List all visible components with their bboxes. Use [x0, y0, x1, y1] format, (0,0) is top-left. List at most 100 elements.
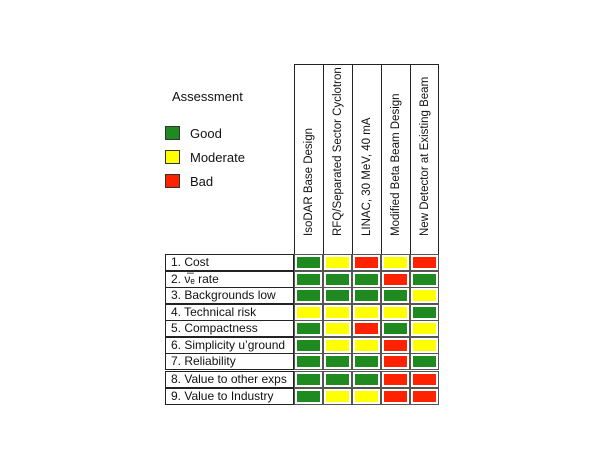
rating-fill [413, 391, 436, 402]
rating-fill [384, 257, 407, 268]
rating-fill [384, 274, 407, 285]
column-header-label: New Detector at Existing Beam [418, 76, 431, 236]
rating-fill [326, 257, 349, 268]
column-header: LINAC, 30 MeV, 40 mA [352, 64, 381, 254]
rating-cell-good [294, 353, 323, 370]
rating-fill [355, 340, 378, 351]
rating-cell-moderate [323, 388, 352, 405]
rating-cell-moderate [381, 304, 410, 321]
criterion-label: 6. Simplicity u’ground [165, 337, 294, 354]
rating-fill [413, 290, 436, 301]
rating-cell-good [294, 388, 323, 405]
rating-fill [297, 391, 320, 402]
rating-cell-moderate [323, 320, 352, 337]
rating-cell-good [352, 287, 381, 304]
rating-fill [384, 340, 407, 351]
criterion-label: 3. Backgrounds low [165, 287, 294, 304]
rating-cell-good [294, 254, 323, 271]
rating-fill [413, 340, 436, 351]
rating-fill [355, 307, 378, 318]
rating-fill [413, 307, 436, 318]
rating-fill [413, 356, 436, 367]
rating-fill [384, 391, 407, 402]
rating-cell-bad [381, 371, 410, 388]
rating-fill [355, 374, 378, 385]
rating-fill [326, 323, 349, 334]
rating-fill [355, 257, 378, 268]
rating-cell-moderate [381, 254, 410, 271]
legend-item-bad: Bad [165, 173, 213, 189]
rating-cell-moderate [323, 254, 352, 271]
criterion-label: 4. Technical risk [165, 304, 294, 321]
rating-cell-good [323, 353, 352, 370]
rating-cell-moderate [410, 337, 439, 354]
legend-label-bad: Bad [190, 173, 214, 189]
rating-cell-bad [410, 371, 439, 388]
rating-fill [297, 257, 320, 268]
column-headers: IsoDAR Base Design RFQ/Separated Sector C… [294, 64, 439, 254]
rating-fill [355, 274, 378, 285]
rating-fill [297, 307, 320, 318]
rating-cell-good [294, 337, 323, 354]
criterion-label: 5. Compactness [165, 320, 294, 337]
rating-fill [326, 340, 349, 351]
rating-cell-moderate [323, 337, 352, 354]
rating-fill [297, 323, 320, 334]
rating-cell-good [352, 371, 381, 388]
rating-cell-bad [381, 337, 410, 354]
rating-fill [413, 374, 436, 385]
rating-cell-bad [352, 320, 381, 337]
rating-cell-good [323, 271, 352, 288]
rating-cell-bad [410, 254, 439, 271]
rating-cell-bad [352, 254, 381, 271]
criterion-label: 7. Reliability [165, 353, 294, 370]
legend-item-moderate: Moderate [165, 149, 245, 165]
rating-fill [413, 274, 436, 285]
column-header-label: Modified Beta Beam Design [390, 93, 402, 236]
rating-fill [297, 290, 320, 301]
rating-cell-good [323, 287, 352, 304]
rating-cell-moderate [294, 304, 323, 321]
rating-cell-good [294, 371, 323, 388]
rating-fill [384, 307, 407, 318]
rating-fill [355, 323, 378, 334]
column-header-label: LINAC, 30 MeV, 40 mA [361, 117, 373, 236]
rating-fill [297, 340, 320, 351]
rating-cell-good [381, 320, 410, 337]
rating-cell-bad [381, 388, 410, 405]
rating-cell-good [294, 320, 323, 337]
rating-fill [384, 356, 407, 367]
rating-fill [384, 323, 407, 334]
rating-cell-bad [410, 388, 439, 405]
rating-fill [297, 356, 320, 367]
rating-cell-bad [381, 353, 410, 370]
rating-cell-moderate [352, 304, 381, 321]
column-header-label: RFQ/Separated Sector Cyclotron [332, 67, 344, 236]
rating-fill [297, 374, 320, 385]
rating-fill [326, 290, 349, 301]
rating-fill [384, 290, 407, 301]
rating-cell-moderate [352, 337, 381, 354]
legend-item-good: Good [165, 125, 222, 141]
rating-cell-moderate [323, 304, 352, 321]
rating-fill [384, 374, 407, 385]
rating-fill [355, 391, 378, 402]
column-header: Modified Beta Beam Design [381, 64, 410, 254]
rating-cell-good [410, 271, 439, 288]
rating-cell-good [410, 353, 439, 370]
rating-fill [326, 391, 349, 402]
legend-swatch-good [165, 126, 180, 140]
column-header: New Detector at Existing Beam [410, 64, 439, 254]
rating-cell-moderate [410, 287, 439, 304]
rating-fill [326, 274, 349, 285]
rating-fill [355, 290, 378, 301]
criterion-label: 1. Cost [165, 254, 294, 271]
criterion-label: 8. Value to other exps [165, 371, 294, 388]
rating-cell-good [352, 271, 381, 288]
legend-label-moderate: Moderate [190, 149, 245, 165]
legend-label-good: Good [190, 125, 222, 141]
rating-fill [297, 274, 320, 285]
rating-fill [413, 323, 436, 334]
rating-cell-good [294, 271, 323, 288]
column-header: RFQ/Separated Sector Cyclotron [323, 64, 352, 254]
